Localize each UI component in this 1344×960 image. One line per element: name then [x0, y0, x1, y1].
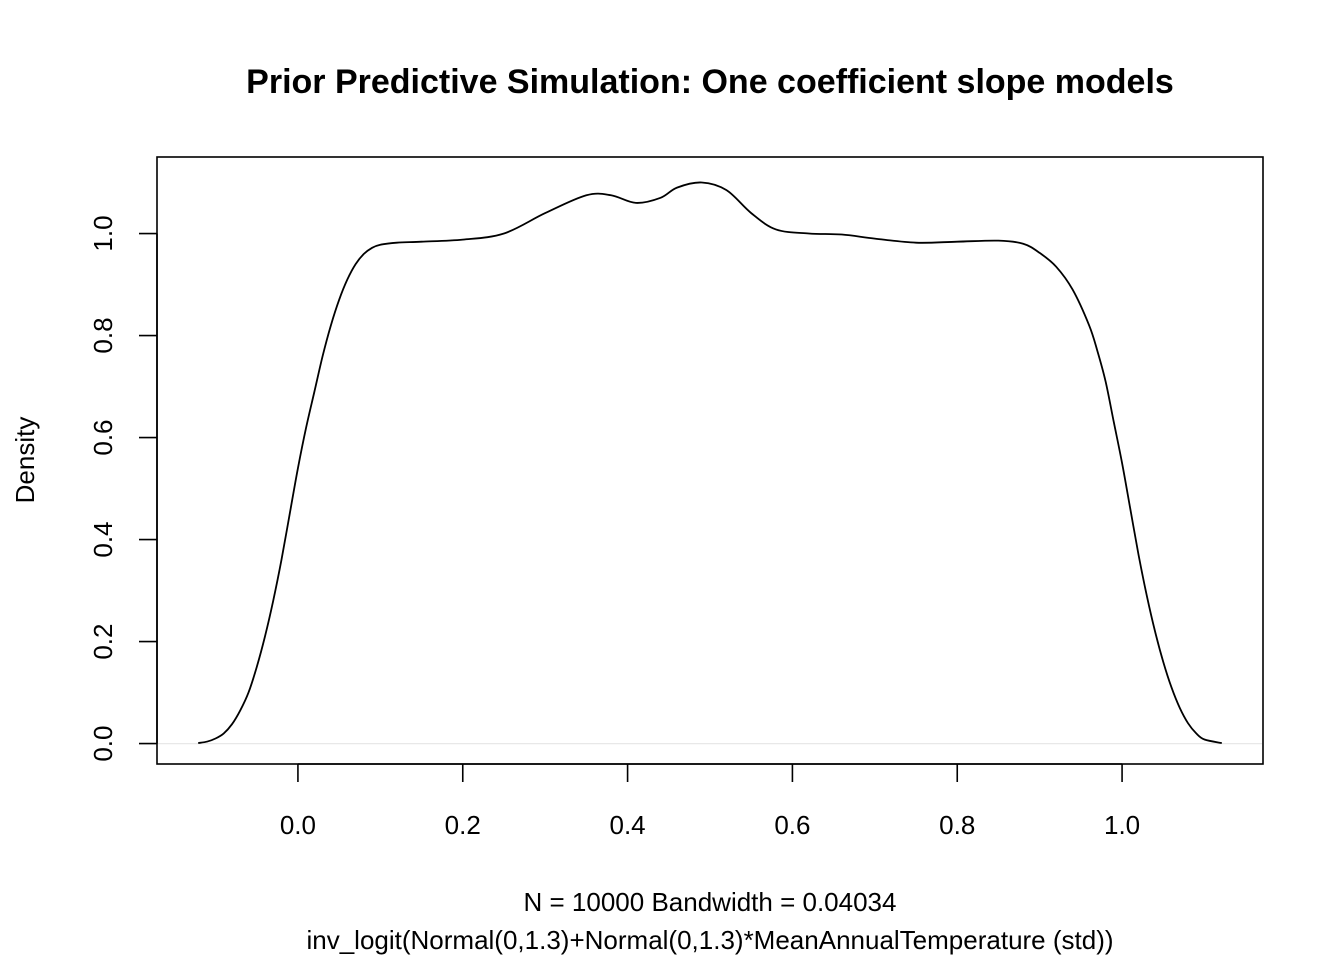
x-tick-label: 1.0	[1104, 810, 1140, 840]
y-tick-label: 0.8	[88, 317, 118, 353]
y-tick-label: 0.2	[88, 624, 118, 660]
x-tick-label: 0.0	[280, 810, 316, 840]
chart-title: Prior Predictive Simulation: One coeffic…	[246, 63, 1174, 101]
x-axis-label-stats: N = 10000 Bandwidth = 0.04034	[524, 887, 897, 917]
x-tick-label: 0.6	[774, 810, 810, 840]
plot-area	[158, 181, 1262, 745]
y-tick-label: 0.4	[88, 521, 118, 557]
y-axis-label: Density	[10, 417, 40, 504]
x-axis-label-formula: inv_logit(Normal(0,1.3)+Normal(0,1.3)*Me…	[306, 925, 1113, 955]
y-tick-label: 1.0	[88, 215, 118, 251]
y-tick-label: 0.0	[88, 726, 118, 762]
plot-frame	[156, 156, 1264, 765]
x-tick-label: 0.8	[939, 810, 975, 840]
density-curve	[198, 181, 1222, 744]
y-axis: 0.0 0.2 0.4 0.6 0.8 1.0	[88, 215, 158, 762]
x-axis: 0.0 0.2 0.4 0.6 0.8 1.0	[280, 763, 1140, 840]
x-tick-label: 0.2	[445, 810, 481, 840]
x-tick-label: 0.4	[610, 810, 646, 840]
y-tick-label: 0.6	[88, 419, 118, 455]
